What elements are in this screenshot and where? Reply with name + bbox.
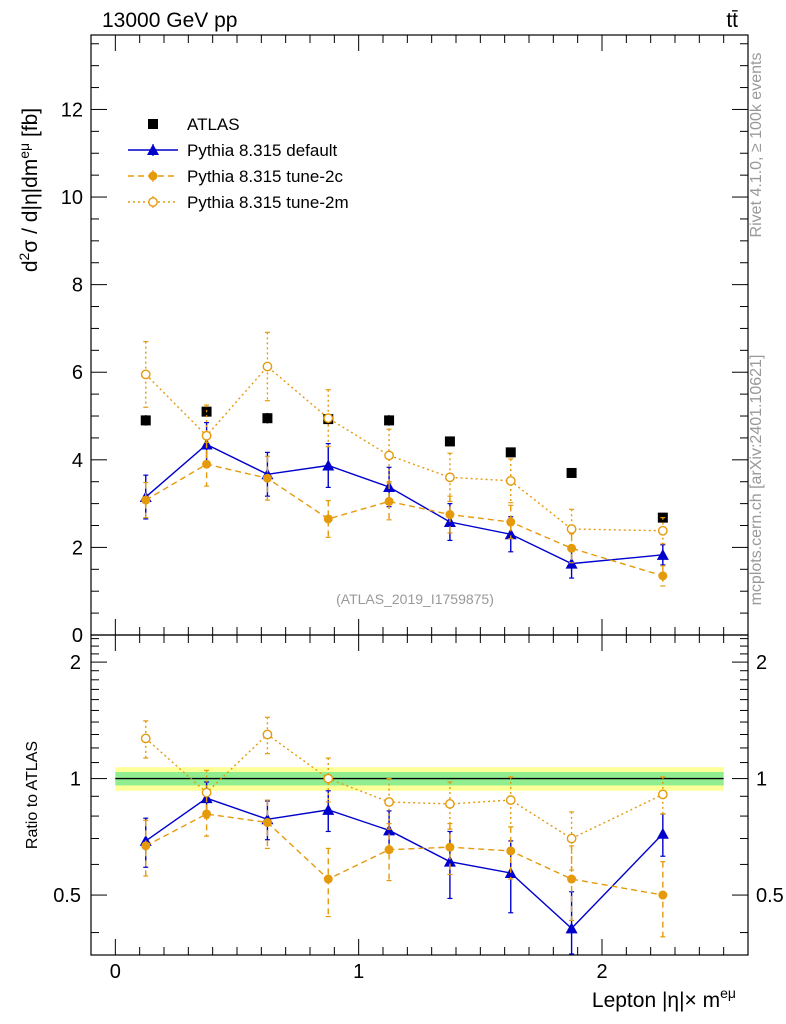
pythia-8-315-tune-2m-point	[445, 472, 455, 483]
pythia-8-315-tune-2m-point	[262, 729, 273, 740]
legend-marker-pythia-8-315-tune-2m	[148, 197, 158, 207]
pythia-8-315-tune-2m-point	[384, 450, 394, 461]
pythia-8-315-tune-2c-point	[141, 495, 151, 505]
atlas-point	[384, 415, 395, 426]
rivet-version-label: Rivet 4.1.0, ≥ 100k events	[748, 53, 765, 238]
pythia-8-315-tune-2c-point	[445, 510, 455, 520]
pythia-8-315-tune-2m-point	[262, 361, 273, 372]
ratio-y-tick-label-right: 1	[756, 769, 767, 791]
pythia-8-315-default-point	[322, 459, 335, 471]
x-tick-label: 0	[110, 961, 121, 983]
ratio-y-tick-label-right: 2	[756, 652, 767, 674]
pythia-8-315-tune-2m-point	[323, 773, 334, 784]
pythia-8-315-tune-2m-line	[145, 365, 663, 532]
legend-marker-pythia-8-315-tune-2c	[148, 171, 158, 181]
atlas-point	[444, 436, 455, 447]
pythia-8-315-tune-2m-point	[323, 413, 334, 424]
pythia-8-315-tune-2c-point	[445, 842, 455, 852]
pythia-8-315-tune-2c-point	[384, 496, 394, 506]
pythia-8-315-default-point	[656, 548, 669, 560]
atlas-point	[505, 447, 516, 458]
main-y-tick-label: 6	[72, 362, 83, 384]
ratio-y-tick-label: 1	[70, 769, 81, 791]
pythia-8-315-tune-2m-point	[201, 787, 212, 798]
main-y-axis-title: d2σ / d|η|dmeμ [fb]	[16, 108, 42, 272]
pythia-8-315-default-point	[504, 528, 517, 540]
pythia-8-315-tune-2c-point	[323, 514, 333, 524]
pythia-8-315-tune-2m-point	[384, 797, 394, 807]
legend-label-atlas: ATLAS	[187, 115, 240, 134]
x-tick-label: 2	[596, 961, 607, 983]
pythia-8-315-default-point	[322, 803, 335, 815]
legend-marker-pythia-8-315-default	[147, 144, 159, 155]
ratio-y-tick-label: 2	[70, 652, 81, 674]
atlas-point	[140, 415, 151, 426]
pythia-8-315-tune-2c-point	[202, 809, 212, 819]
header-process: tt̄	[726, 9, 738, 32]
main-y-tick-label: 12	[61, 99, 83, 121]
pythia-8-315-tune-2c-point	[384, 845, 394, 855]
x-tick-label: 1	[353, 961, 364, 983]
pythia-8-315-tune-2m-point	[505, 795, 516, 805]
atlas-point	[566, 467, 577, 478]
pythia-8-315-tune-2c-point	[567, 874, 577, 884]
legend-marker-atlas	[148, 119, 158, 129]
header-energy: 13000 GeV pp	[102, 9, 237, 32]
pythia-8-315-tune-2m-point	[566, 524, 577, 534]
main-panel: 0 2 4 6 8 10 12	[61, 34, 749, 647]
main-y-tick-label: 4	[72, 450, 83, 472]
pythia-8-315-tune-2c-point	[506, 846, 516, 856]
pythia-8-315-tune-2m-point	[140, 733, 151, 744]
pythia-8-315-tune-2m-point	[505, 475, 516, 486]
legend-label-pythia-8-315-tune-2c: Pythia 8.315 tune-2c	[187, 167, 343, 186]
pythia-8-315-tune-2m-point	[445, 799, 455, 809]
pythia-8-315-default-point	[565, 922, 578, 934]
ratio-plot-frame	[90, 634, 749, 956]
pythia-8-315-tune-2c-line	[145, 813, 663, 896]
legend: ATLAS Pythia 8.315 default Pythia 8.315 tu…	[128, 115, 349, 212]
main-y-tick-label: 8	[72, 275, 83, 297]
ratio-y-axis-title: Ratio to ATLAS	[24, 741, 41, 849]
pythia-8-315-tune-2m-point	[657, 789, 668, 800]
legend-label-pythia-8-315-tune-2m: Pythia 8.315 tune-2m	[187, 193, 349, 212]
pythia-8-315-default-point	[656, 827, 669, 839]
atlas-point	[262, 413, 273, 424]
pythia-8-315-tune-2m-point	[201, 430, 212, 441]
analysis-tag: (ATLAS_2019_I1759875)	[336, 591, 494, 607]
pythia-8-315-tune-2c-point	[323, 874, 333, 884]
pythia-8-315-tune-2m-point	[566, 833, 577, 844]
pythia-8-315-tune-2c-point	[658, 890, 668, 900]
pythia-8-315-default-point	[443, 855, 456, 867]
main-y-tick-label: 2	[72, 537, 83, 559]
x-axis-title: Lepton |η|× meμ	[592, 985, 736, 1012]
ratio-y-tick-label-right: 0.5	[756, 885, 784, 907]
pythia-8-315-tune-2c-line	[145, 463, 664, 577]
pythia-8-315-default-point	[383, 824, 396, 836]
pythia-8-315-tune-2c-point	[506, 517, 516, 527]
ratio-y-tick-label: 0.5	[53, 885, 81, 907]
pythia-8-315-tune-2c-point	[658, 571, 668, 581]
legend-label-pythia-8-315-default: Pythia 8.315 default	[187, 141, 338, 160]
ratio-panel: 0.5 0.5 1 1 2 2 0 1 2	[53, 634, 784, 983]
pythia-8-315-tune-2m-point	[657, 525, 668, 536]
pythia-8-315-tune-2c-point	[262, 473, 272, 483]
main-y-tick-label: 10	[61, 187, 83, 209]
main-y-tick-label: 0	[72, 625, 83, 647]
pythia-8-315-default-line	[145, 797, 664, 930]
mcplots-source-label: mcplots.cern.ch [arXiv:2401.10621]	[748, 355, 765, 606]
pythia-8-315-tune-2m-point	[140, 369, 151, 380]
pythia-8-315-tune-2c-point	[141, 841, 151, 851]
pythia-8-315-tune-2c-point	[262, 818, 272, 828]
